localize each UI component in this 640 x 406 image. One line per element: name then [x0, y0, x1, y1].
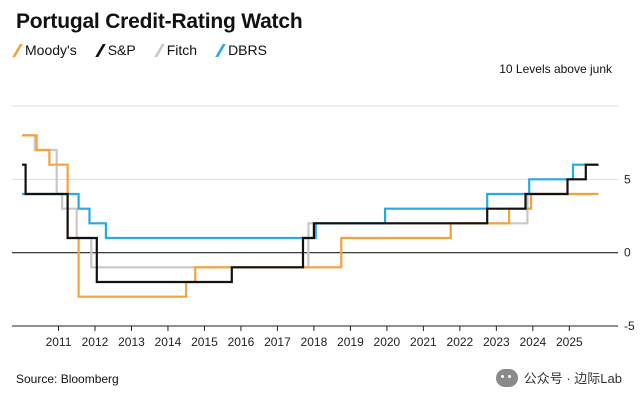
y-tick-label: 5	[624, 172, 631, 186]
chart-legend: Moody's S&P Fitch DBRS	[12, 42, 267, 58]
x-tick-label: 2019	[337, 335, 364, 349]
legend-item-sp: S&P	[94, 42, 136, 58]
x-tick-label: 2017	[264, 335, 291, 349]
x-tick-label: 2024	[519, 335, 546, 349]
legend-label-fitch: Fitch	[166, 42, 198, 58]
x-tick-label: 2018	[301, 335, 328, 349]
x-tick-label: 2012	[82, 335, 109, 349]
chart-title: Portugal Credit-Rating Watch	[16, 10, 303, 33]
legend-label-moodys: Moody's	[25, 42, 77, 58]
x-tick-label: 2022	[447, 335, 474, 349]
watermark-text: 公众号 · 边际Lab	[523, 371, 622, 386]
legend-swatch-moodys	[12, 43, 23, 57]
legend-swatch-dbrs	[215, 43, 226, 57]
x-tick-label: 2014	[155, 335, 182, 349]
x-tick-label: 2023	[483, 335, 510, 349]
x-tick-label: 2016	[228, 335, 255, 349]
x-tick-label: 2025	[556, 335, 583, 349]
chart-plot-area: 2011 2012 2013 2014 2015 2016 2017 2018 2019 2020…	[12, 105, 635, 349]
x-tick-label: 2021	[410, 335, 437, 349]
legend-item-moodys: Moody's	[12, 42, 77, 58]
series-line-moodys	[22, 134, 599, 298]
legend-label-sp: S&P	[107, 42, 136, 58]
series-line-sp	[22, 163, 599, 284]
y-axis-unit-note: 10 Levels above junk	[499, 62, 612, 76]
y-tick-label: 0	[624, 246, 631, 260]
series-line-dbrs	[22, 163, 599, 240]
y-tick-label: -5	[624, 319, 635, 333]
legend-item-fitch: Fitch	[153, 42, 198, 58]
x-tick-label: 2011	[46, 335, 72, 349]
legend-label-dbrs: DBRS	[228, 42, 267, 58]
x-tick-label: 2013	[118, 335, 145, 349]
source-note: Source: Bloomberg	[16, 372, 119, 386]
watermark: 公众号 · 边际Lab	[495, 368, 622, 387]
legend-item-dbrs: DBRS	[215, 42, 267, 58]
legend-swatch-fitch	[153, 43, 165, 57]
legend-swatch-sp	[94, 43, 106, 57]
x-tick-label: 2015	[191, 335, 218, 349]
x-tick-label: 2020	[374, 335, 401, 349]
series-line-fitch	[22, 134, 597, 269]
wechat-icon	[495, 368, 518, 387]
